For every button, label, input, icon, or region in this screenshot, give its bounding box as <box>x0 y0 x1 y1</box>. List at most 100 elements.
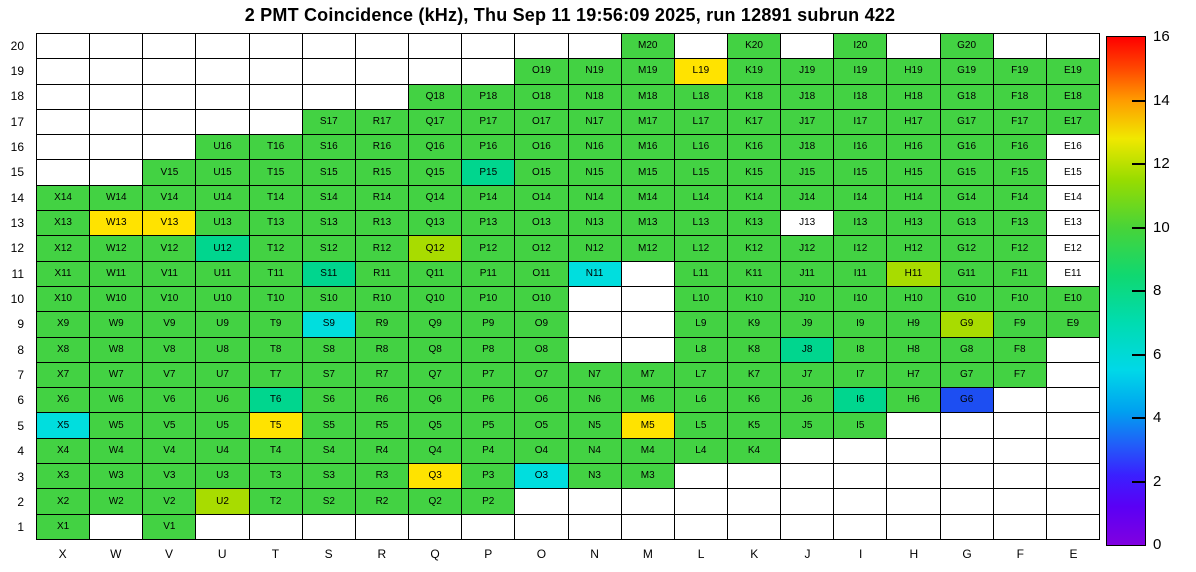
heatmap-cell: V10 <box>143 286 196 312</box>
heatmap-cell: V11 <box>143 261 196 286</box>
colorbar-tick-label: 14 <box>1153 91 1170 109</box>
heatmap-cell: F11 <box>993 261 1046 286</box>
heatmap-cell: Q8 <box>409 337 462 362</box>
heatmap-cell: S5 <box>302 413 355 438</box>
heatmap-cell: Q13 <box>409 211 462 236</box>
heatmap-cell <box>37 109 90 135</box>
heatmap-cell: P7 <box>462 362 515 388</box>
heatmap-cell: U12 <box>196 236 249 261</box>
heatmap-cell: I14 <box>834 185 887 211</box>
heatmap-cell <box>621 337 674 362</box>
heatmap-cell: X5 <box>37 413 90 438</box>
heatmap-cell <box>940 413 993 438</box>
heatmap-cell: J5 <box>781 413 834 438</box>
heatmap-cell: Q9 <box>409 312 462 337</box>
heatmap-cell: R14 <box>355 185 409 211</box>
heatmap-cell: K19 <box>727 59 781 84</box>
heatmap-cell: L19 <box>674 59 727 84</box>
heatmap-cell: S7 <box>302 362 355 388</box>
y-tick-label: 10 <box>10 292 24 307</box>
heatmap-cell: L7 <box>674 362 727 388</box>
heatmap-cell: K15 <box>727 160 781 185</box>
x-tick-label: G <box>962 547 972 561</box>
heatmap-cell <box>568 286 621 312</box>
heatmap-cell <box>834 514 887 539</box>
y-tick-label: 4 <box>17 444 24 459</box>
colorbar-tick-label: 2 <box>1153 472 1162 490</box>
heatmap-cell: Q17 <box>409 109 462 135</box>
heatmap-cell: M7 <box>621 362 674 388</box>
heatmap-cell: T4 <box>249 438 302 464</box>
heatmap-cell: X10 <box>37 286 90 312</box>
heatmap-cell: Q10 <box>409 286 462 312</box>
heatmap-cell: V8 <box>143 337 196 362</box>
heatmap-cell: L16 <box>674 135 727 160</box>
heatmap-cell <box>887 489 940 514</box>
x-tick-label: M <box>642 547 653 561</box>
y-tick-label: 5 <box>17 418 24 433</box>
heatmap-cell <box>515 34 568 59</box>
x-tick-label: F <box>1016 547 1024 561</box>
heatmap-cell: O14 <box>515 185 568 211</box>
heatmap-cell: S11 <box>302 261 355 286</box>
heatmap-cell: F7 <box>993 362 1046 388</box>
heatmap-cell: R6 <box>355 388 409 413</box>
heatmap-cell: W10 <box>90 286 143 312</box>
heatmap-cell <box>727 514 781 539</box>
heatmap-cell: N7 <box>568 362 621 388</box>
heatmap-cell: N17 <box>568 109 621 135</box>
y-tick-label: 20 <box>10 38 24 53</box>
heatmap-cell <box>887 464 940 489</box>
heatmap-cell: W11 <box>90 261 143 286</box>
heatmap-cell <box>143 135 196 160</box>
heatmap-cell: H11 <box>887 261 940 286</box>
heatmap-cell: J10 <box>781 286 834 312</box>
heatmap-cell: L5 <box>674 413 727 438</box>
heatmap-cell: F9 <box>993 312 1046 337</box>
heatmap-cell: E17 <box>1046 109 1099 135</box>
heatmap-cell <box>196 109 249 135</box>
heatmap-cell: L15 <box>674 160 727 185</box>
heatmap-cell: M16 <box>621 135 674 160</box>
heatmap-cell <box>887 34 940 59</box>
y-tick-label: 7 <box>17 368 24 383</box>
heatmap-cell: G11 <box>940 261 993 286</box>
heatmap-cell: O3 <box>515 464 568 489</box>
heatmap-cell: G20 <box>940 34 993 59</box>
x-tick-label: J <box>804 547 811 561</box>
heatmap-cell <box>355 59 409 84</box>
heatmap-cell <box>462 34 515 59</box>
heatmap-cell: U6 <box>196 388 249 413</box>
heatmap-cell <box>355 84 409 109</box>
heatmap-cell <box>674 464 727 489</box>
heatmap-cell: P4 <box>462 438 515 464</box>
heatmap-cell: J17 <box>781 109 834 135</box>
heatmap-cell <box>1046 438 1099 464</box>
heatmap-cell: F17 <box>993 109 1046 135</box>
heatmap-cell: W4 <box>90 438 143 464</box>
heatmap-cell: P3 <box>462 464 515 489</box>
heatmap-cell <box>90 514 143 539</box>
heatmap-cell: G13 <box>940 211 993 236</box>
heatmap-cell: U9 <box>196 312 249 337</box>
heatmap-cell <box>409 59 462 84</box>
heatmap-cell: I15 <box>834 160 887 185</box>
heatmap-cell: H6 <box>887 388 940 413</box>
heatmap-cell: I18 <box>834 84 887 109</box>
heatmap-cell <box>1046 388 1099 413</box>
heatmap-cell <box>834 489 887 514</box>
heatmap-cell: T10 <box>249 286 302 312</box>
heatmap-cell <box>621 514 674 539</box>
heatmap-cell: V13 <box>143 211 196 236</box>
heatmap-cell: X7 <box>37 362 90 388</box>
heatmap-cell: E18 <box>1046 84 1099 109</box>
heatmap-cell <box>249 109 302 135</box>
heatmap-cell: Q15 <box>409 160 462 185</box>
heatmap-cell <box>90 160 143 185</box>
heatmap-cell: G6 <box>940 388 993 413</box>
heatmap-cell: M5 <box>621 413 674 438</box>
heatmap-cell: E10 <box>1046 286 1099 312</box>
heatmap-cell: T3 <box>249 464 302 489</box>
heatmap-cell: F14 <box>993 185 1046 211</box>
